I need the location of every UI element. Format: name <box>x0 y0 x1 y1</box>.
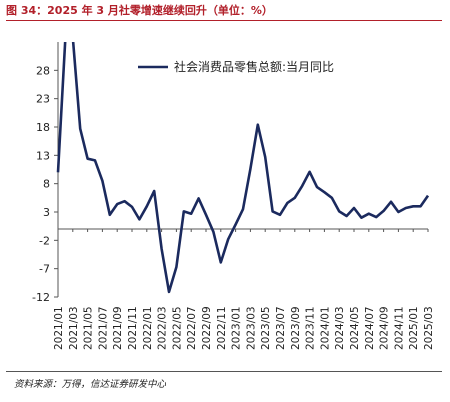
x-tick-label: 2021/07 <box>97 306 109 350</box>
x-tick-label: 2025/03 <box>423 306 435 350</box>
x-tick-label: 2023/11 <box>305 306 317 350</box>
x-tick-label: 2023/01 <box>231 306 243 350</box>
x-tick-label: 2024/09 <box>379 306 391 350</box>
y-tick-label: 23 <box>36 93 50 106</box>
x-tick-label: 2021/03 <box>68 306 80 350</box>
x-tick-label: 2023/09 <box>290 306 302 350</box>
y-tick-label: -7 <box>39 263 50 276</box>
title-divider <box>6 20 442 21</box>
y-tick-label: 3 <box>43 206 50 219</box>
figure-title: 图 34：2025 年 3 月社零增速继续回升（单位：%） <box>6 4 273 17</box>
series-line <box>56 42 430 294</box>
x-tick-label: 2024/11 <box>393 306 405 350</box>
source-note: 资料来源：万得，信达证券研发中心 <box>14 379 167 390</box>
x-tick-label: 2022/01 <box>142 306 154 350</box>
y-tick-label: -12 <box>32 291 50 304</box>
x-tick-label: 2022/03 <box>157 306 169 350</box>
x-tick-label: 2021/01 <box>53 306 65 350</box>
legend-label: 社会消费品零售总额:当月同比 <box>174 59 334 74</box>
x-tick-label: 2023/03 <box>245 306 257 350</box>
x-tick-label: 2024/05 <box>349 306 361 350</box>
y-tick-label: 8 <box>43 178 50 191</box>
source-divider <box>6 371 442 372</box>
x-tick-label: 2024/07 <box>364 306 376 350</box>
y-tick-label: -2 <box>39 234 50 247</box>
x-tick-label: 2024/03 <box>334 306 346 350</box>
x-tick-label: 2022/07 <box>186 306 198 350</box>
y-tick-label: 28 <box>36 64 50 77</box>
x-tick-label: 2023/07 <box>275 306 287 350</box>
x-tick-label: 2021/05 <box>83 306 95 350</box>
x-tick-label: 2021/09 <box>112 306 124 350</box>
x-tick-label: 2023/05 <box>260 306 272 350</box>
x-tick-label: 2024/01 <box>319 306 331 350</box>
x-tick-label: 2022/05 <box>171 306 183 350</box>
x-tick-label: 2022/11 <box>216 306 228 350</box>
x-tick-label: 2022/09 <box>201 306 213 350</box>
y-tick-label: 18 <box>36 121 50 134</box>
x-tick-label: 2021/11 <box>127 306 139 350</box>
y-tick-label: 13 <box>36 149 50 162</box>
x-tick-label: 2025/01 <box>408 306 420 350</box>
